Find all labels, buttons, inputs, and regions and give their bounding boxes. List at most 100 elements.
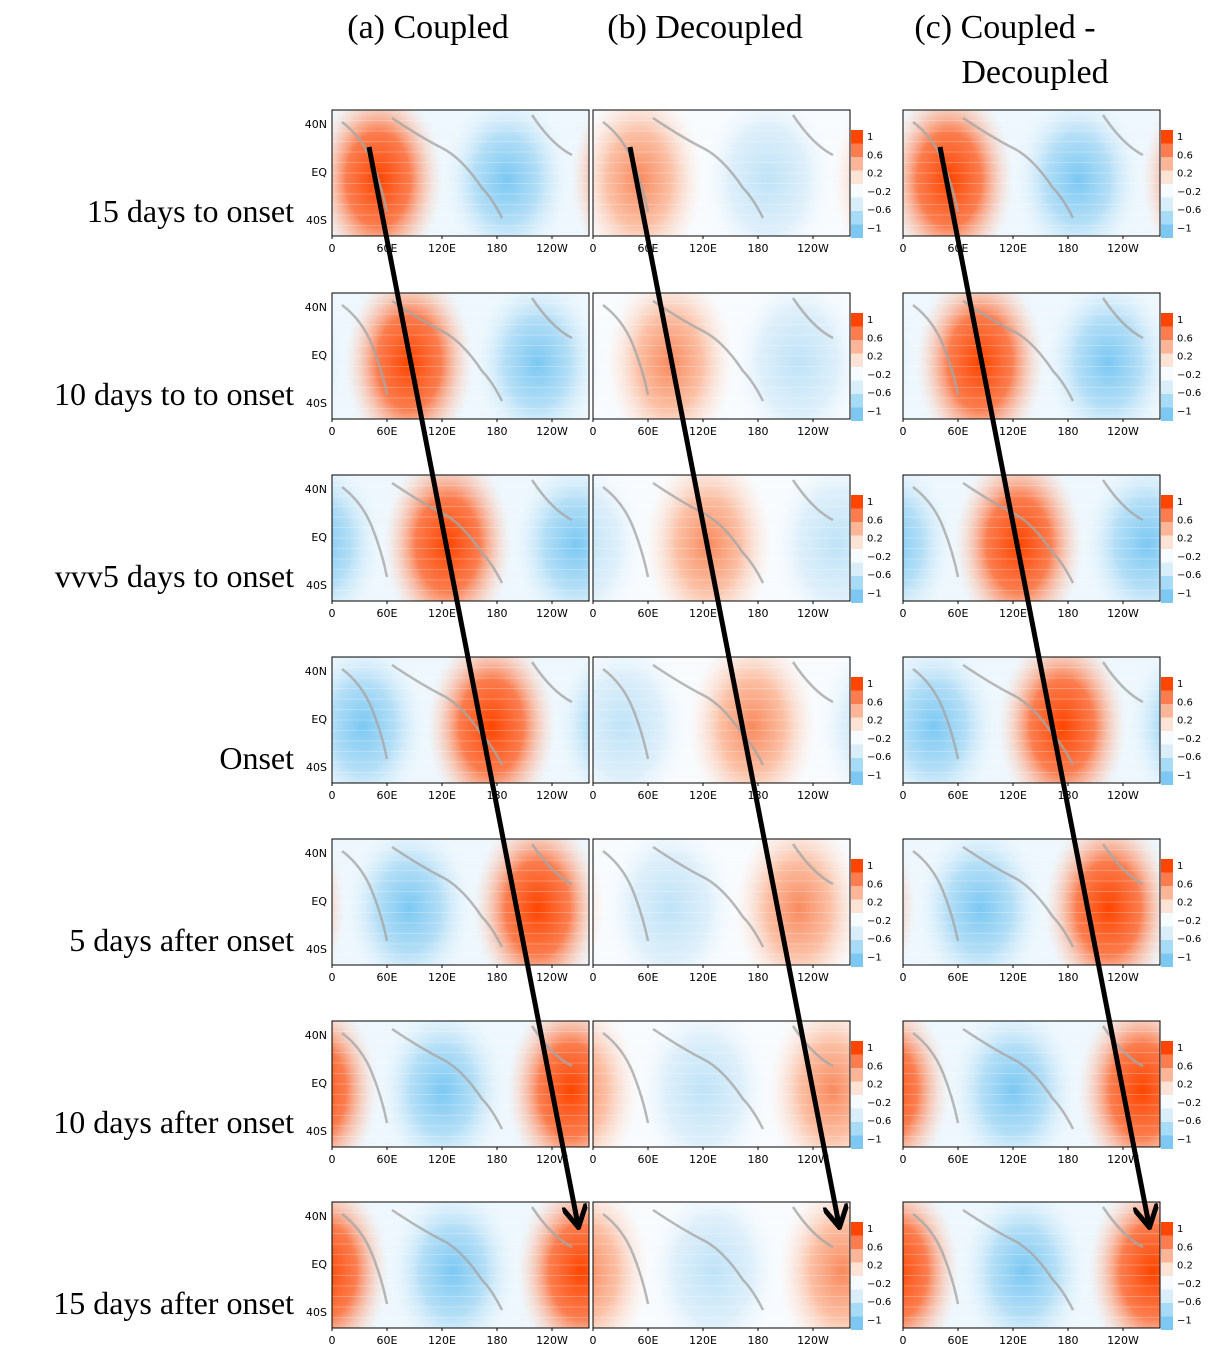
- x-tick-label: 120W: [797, 607, 829, 620]
- colorbar-label: 0.2: [867, 352, 883, 363]
- x-tick-label: 0: [900, 607, 907, 620]
- row-label: 5 days after onset: [69, 922, 294, 958]
- colorbar-block: [851, 1095, 863, 1109]
- colorbar-label: 1: [867, 497, 873, 508]
- colorbar-block: [851, 1122, 863, 1136]
- x-tick-label: 60E: [638, 1153, 659, 1166]
- y-tick-label: EQ: [311, 531, 327, 544]
- colorbar-label: −0.6: [867, 205, 891, 216]
- y-tick-label: 40N: [305, 301, 327, 314]
- colorbar-label: 0.6: [867, 1242, 883, 1253]
- colorbar-block: [1161, 144, 1173, 158]
- y-tick-label: 40N: [305, 1210, 327, 1223]
- colorbar-block: [851, 1222, 863, 1236]
- colorbar-label: −0.2: [1177, 1098, 1201, 1109]
- x-tick-label: 0: [590, 607, 597, 620]
- colorbar-block: [1161, 718, 1173, 732]
- x-tick-label: 60E: [948, 1153, 969, 1166]
- warm-anomaly: [57, 85, 186, 274]
- colorbar-block: [851, 522, 863, 536]
- colorbar-block: [851, 576, 863, 590]
- x-tick-label: 120E: [999, 425, 1027, 438]
- colorbar-block: [851, 367, 863, 381]
- x-tick-label: 60E: [948, 1334, 969, 1347]
- colorbar-block: [1161, 1236, 1173, 1250]
- colorbar-block: [1161, 225, 1173, 239]
- colorbar-label: 0.2: [867, 716, 883, 727]
- colorbar-block: [1161, 522, 1173, 536]
- cold-anomaly: [186, 91, 315, 267]
- x-tick-label: 60E: [948, 425, 969, 438]
- x-tick-label: 120W: [1107, 425, 1139, 438]
- x-tick-label: 120E: [428, 789, 456, 802]
- colorbar-block: [1161, 1041, 1173, 1055]
- x-tick-label: 0: [900, 1153, 907, 1166]
- colorbar-label: 0.6: [1177, 1242, 1193, 1253]
- colorbar-label: −1: [867, 1316, 882, 1327]
- column-title: (c) Coupled -: [914, 9, 1095, 46]
- cold-anomaly: [870, 638, 999, 814]
- colorbar-block: [851, 927, 863, 941]
- colorbar-label: 0.2: [1177, 352, 1193, 363]
- x-tick-label: 120W: [536, 1334, 568, 1347]
- colorbar-label: 0.6: [867, 150, 883, 161]
- colorbar-label: 0.6: [867, 333, 883, 344]
- column-title: (b) Decoupled: [607, 9, 802, 46]
- colorbar-block: [851, 1082, 863, 1096]
- x-tick-label: 0: [329, 242, 336, 255]
- colorbar-block: [851, 954, 863, 968]
- colorbar-label: −1: [867, 407, 882, 418]
- colorbar-block: [851, 1055, 863, 1069]
- x-tick-label: 60E: [377, 1334, 398, 1347]
- x-tick-label: 60E: [638, 971, 659, 984]
- x-tick-label: 0: [329, 1153, 336, 1166]
- x-tick-label: 0: [329, 789, 336, 802]
- colorbar-block: [851, 225, 863, 239]
- colorbar-label: 0.2: [1177, 898, 1193, 909]
- colorbar-block: [1161, 940, 1173, 954]
- x-tick-label: 120E: [689, 425, 717, 438]
- colorbar-label: 1: [867, 861, 873, 872]
- x-tick-label: 120W: [536, 789, 568, 802]
- colorbar-block: [851, 900, 863, 914]
- x-tick-label: 0: [900, 242, 907, 255]
- x-tick-label: 120W: [797, 971, 829, 984]
- x-tick-label: 180: [748, 971, 769, 984]
- colorbar-block: [1161, 171, 1173, 185]
- x-tick-label: 0: [329, 1334, 336, 1347]
- y-tick-label: EQ: [311, 349, 327, 362]
- cold-anomaly: [88, 820, 217, 996]
- colorbar-block: [851, 157, 863, 171]
- row-label: 10 days after onset: [53, 1104, 294, 1140]
- colorbar-block: [1161, 367, 1173, 381]
- x-tick-label: 120E: [428, 607, 456, 620]
- colorbar-label: 0.2: [1177, 169, 1193, 180]
- colorbar-block: [851, 1276, 863, 1290]
- x-tick-label: 180: [487, 425, 508, 438]
- x-tick-label: 180: [748, 1153, 769, 1166]
- colorbar-block: [1161, 758, 1173, 772]
- y-tick-label: 40N: [305, 847, 327, 860]
- colorbar-block: [1161, 772, 1173, 786]
- colorbar-label: −0.6: [1177, 934, 1201, 945]
- colorbar-label: 0.2: [867, 1080, 883, 1091]
- colorbar-block: [851, 211, 863, 225]
- y-tick-label: 40S: [306, 214, 327, 227]
- colorbar-block: [1161, 1290, 1173, 1304]
- colorbar-block: [1161, 563, 1173, 577]
- colorbar-block: [851, 1109, 863, 1123]
- colorbar-label: −1: [1177, 953, 1192, 964]
- colorbar-block: [1161, 1082, 1173, 1096]
- colorbar-block: [1161, 691, 1173, 705]
- x-tick-label: 120W: [536, 242, 568, 255]
- colorbar-block: [851, 130, 863, 144]
- colorbar-label: −0.6: [867, 388, 891, 399]
- x-tick-label: 120W: [797, 789, 829, 802]
- colorbar-block: [851, 1068, 863, 1082]
- colorbar-label: 0.6: [1177, 1061, 1193, 1072]
- colorbar-label: −1: [1177, 771, 1192, 782]
- colorbar-label: −0.2: [867, 916, 891, 927]
- y-tick-label: 40N: [305, 118, 327, 131]
- colorbar-label: −1: [1177, 407, 1192, 418]
- row-label: vvv5 days to onset: [55, 558, 294, 594]
